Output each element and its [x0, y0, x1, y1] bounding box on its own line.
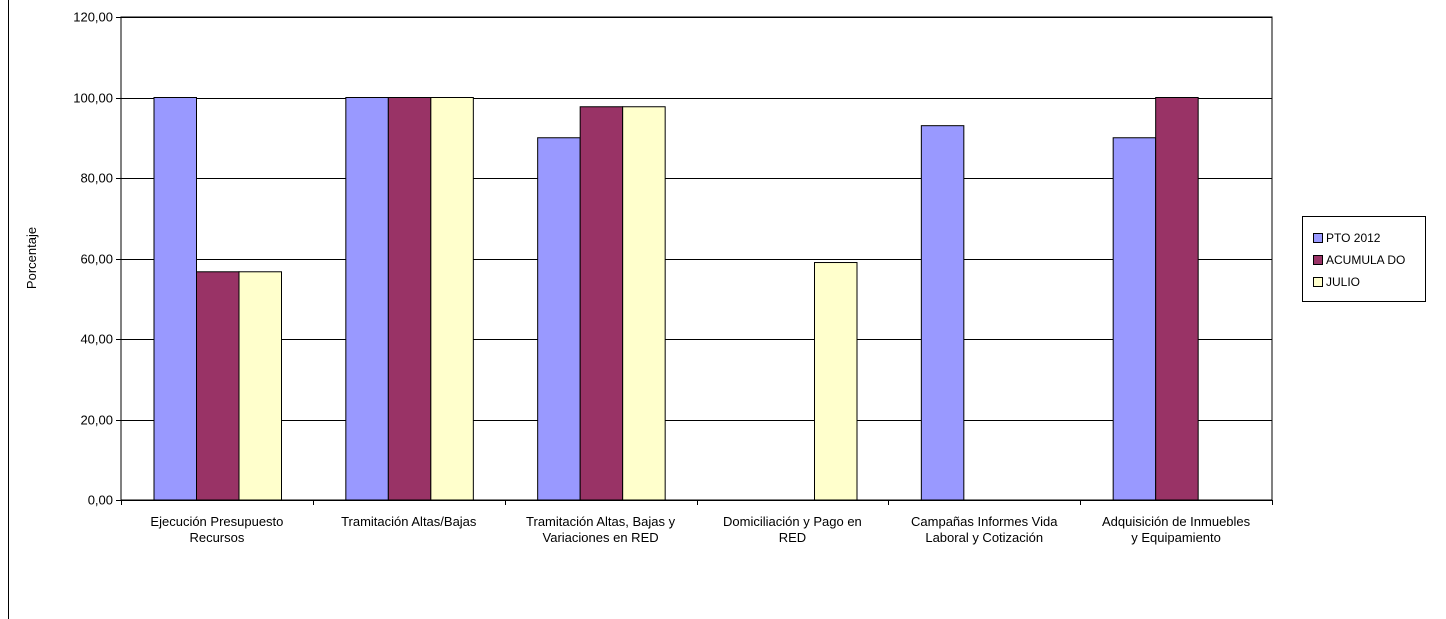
x-category-label: Recursos [189, 530, 244, 545]
y-tick-label: 80,00 [80, 171, 113, 186]
bars [153, 97, 1199, 501]
bar-acumula-do-1 [387, 97, 432, 501]
bar-julio-2 [622, 106, 666, 501]
y-tick-label: 120,00 [73, 10, 113, 25]
x-category-label: Laboral y Cotización [925, 530, 1043, 545]
legend-swatch-acumulado [1313, 255, 1323, 265]
legend-swatch-julio [1313, 277, 1323, 287]
x-category-label: Campañas Informes Vida [911, 514, 1058, 529]
frame-left-border [8, 0, 9, 619]
legend-item-pto: PTO 2012 [1313, 227, 1425, 249]
plot-area [120, 16, 1273, 501]
y-tick-label: 20,00 [80, 413, 113, 428]
bar-pto-2012-5 [1112, 137, 1157, 501]
bar-pto-2012-2 [537, 137, 581, 501]
y-tick-label: 40,00 [80, 332, 113, 347]
legend-label-pto: PTO 2012 [1326, 231, 1381, 245]
x-category-label: Domiciliación y Pago en [723, 514, 862, 529]
bar-julio-0 [238, 271, 282, 501]
bar-acumula-do-0 [196, 271, 240, 501]
x-category-label: Adquisición de Inmuebles [1102, 514, 1251, 529]
bar-julio-3 [814, 262, 858, 501]
x-category-label: RED [779, 530, 806, 545]
x-category-label: y Equipamiento [1131, 530, 1221, 545]
y-tick-label: 60,00 [80, 252, 113, 267]
y-tick-labels: 0,00 20,00 40,00 60,00 80,00 100,00 120,00 [73, 10, 113, 508]
legend-label-acumulado: ACUMULA DO [1326, 253, 1406, 267]
legend-item-acumulado: ACUMULA DO [1313, 249, 1425, 271]
y-tick-label: 0,00 [88, 493, 113, 508]
x-category-label: Tramitación Altas/Bajas [341, 514, 477, 529]
gridlines [121, 17, 1272, 501]
y-axis-title: Porcentaje [24, 227, 39, 289]
x-category-label: Variaciones en RED [543, 530, 659, 545]
y-tick-label: 100,00 [73, 91, 113, 106]
bar-pto-2012-4 [920, 125, 965, 501]
legend-swatch-pto [1313, 233, 1323, 243]
bar-pto-2012-0 [153, 97, 197, 501]
bar-acumula-do-5 [1155, 97, 1199, 501]
legend-label-julio: JULIO [1326, 275, 1361, 289]
legend: PTO 2012 ACUMULA DO JULIO [1302, 216, 1426, 302]
bar-pto-2012-1 [345, 97, 389, 501]
bar-acumula-do-2 [579, 106, 624, 501]
axes [116, 16, 1273, 505]
x-category-label: Ejecución Presupuesto [150, 514, 283, 529]
legend-item-julio: JULIO [1313, 271, 1425, 293]
bar-julio-1 [430, 97, 474, 501]
x-category-label: Tramitación Altas, Bajas y [526, 514, 676, 529]
